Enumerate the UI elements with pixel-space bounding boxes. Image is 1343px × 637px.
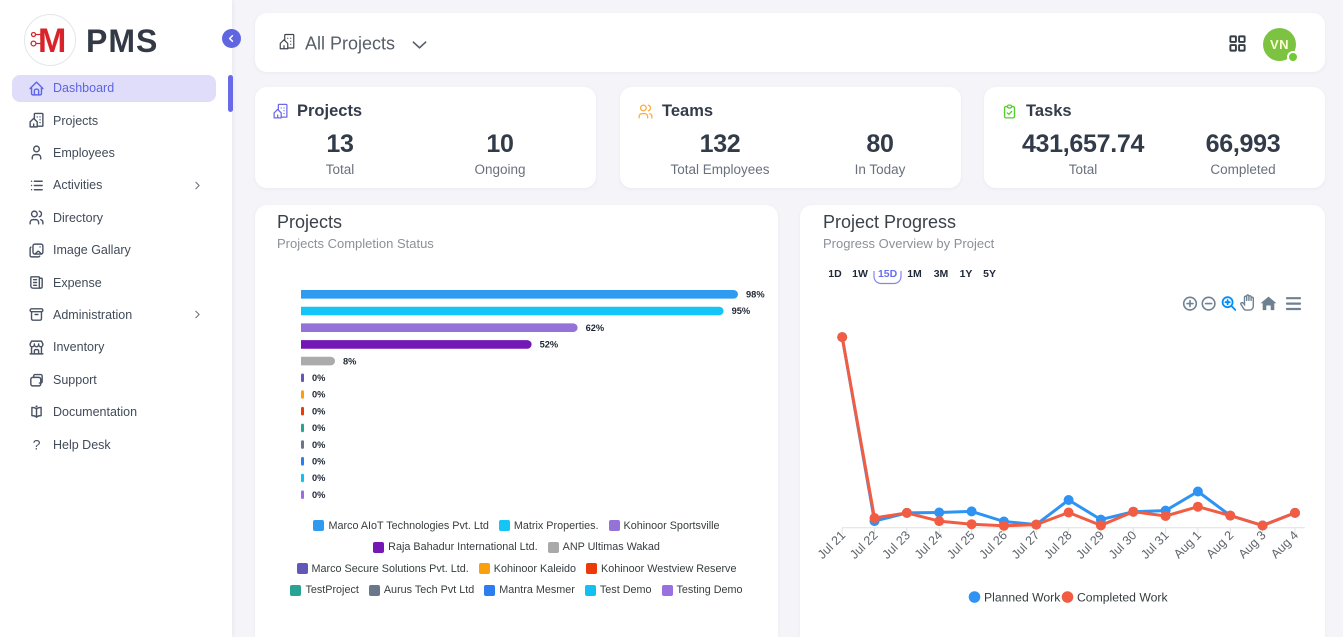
svg-text:95%: 95%	[732, 306, 751, 316]
svg-text:Aug 3: Aug 3	[1236, 528, 1269, 561]
svg-text:Jul 31: Jul 31	[1138, 528, 1172, 562]
svg-text:Jul 22: Jul 22	[847, 528, 881, 562]
svg-text:Jul 30: Jul 30	[1106, 528, 1140, 562]
svg-text:Jul 28: Jul 28	[1041, 528, 1075, 562]
svg-text:52%: 52%	[540, 340, 559, 350]
svg-text:M: M	[38, 22, 66, 60]
svg-text:0%: 0%	[312, 390, 326, 400]
svg-text:?: ?	[33, 437, 41, 453]
svg-text:0%: 0%	[312, 373, 326, 383]
svg-text:0%: 0%	[312, 490, 326, 500]
svg-text:Planned Work: Planned Work	[984, 591, 1061, 605]
svg-text:Jul 21: Jul 21	[815, 528, 849, 562]
svg-text:Jul 23: Jul 23	[880, 528, 914, 562]
svg-text:62%: 62%	[586, 323, 605, 333]
svg-text:Jul 26: Jul 26	[977, 528, 1011, 562]
svg-text:0%: 0%	[312, 473, 326, 483]
svg-text:Completed Work: Completed Work	[1077, 591, 1168, 605]
svg-text:Jul 27: Jul 27	[1009, 528, 1043, 562]
svg-text:0%: 0%	[312, 457, 326, 467]
svg-text:0%: 0%	[312, 423, 326, 433]
svg-text:0%: 0%	[312, 440, 326, 450]
svg-text:Aug 2: Aug 2	[1203, 528, 1236, 561]
svg-text:Jul 29: Jul 29	[1074, 528, 1108, 562]
svg-text:Jul 25: Jul 25	[944, 528, 978, 562]
svg-text:8%: 8%	[343, 356, 357, 366]
svg-text:0%: 0%	[312, 406, 326, 416]
svg-text:Jul 24: Jul 24	[912, 528, 946, 562]
svg-text:Aug 4: Aug 4	[1268, 528, 1301, 561]
svg-text:98%: 98%	[746, 290, 765, 300]
svg-text:Aug 1: Aug 1	[1171, 528, 1204, 561]
